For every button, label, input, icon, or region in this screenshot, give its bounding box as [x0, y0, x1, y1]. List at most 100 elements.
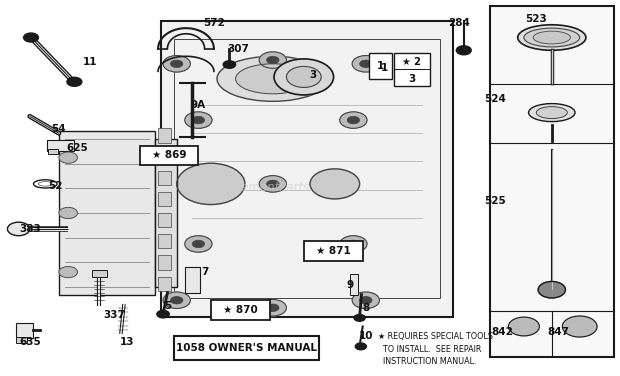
Bar: [211, 300, 270, 320]
Bar: [16, 337, 27, 343]
Bar: [158, 128, 170, 143]
Bar: [59, 131, 155, 295]
Circle shape: [170, 297, 183, 304]
Bar: [304, 241, 363, 261]
Circle shape: [347, 116, 360, 124]
Circle shape: [185, 236, 212, 252]
Circle shape: [456, 46, 471, 55]
Circle shape: [177, 163, 245, 205]
Bar: [158, 277, 170, 291]
Bar: [161, 21, 453, 317]
Text: 842: 842: [491, 327, 513, 337]
Text: 284: 284: [448, 18, 470, 27]
Circle shape: [267, 180, 279, 188]
Circle shape: [360, 60, 372, 68]
Text: eReplacementParts.com: eReplacementParts.com: [195, 181, 339, 194]
Text: 1: 1: [377, 61, 384, 71]
Text: 54: 54: [51, 124, 66, 135]
Ellipse shape: [528, 103, 575, 121]
Circle shape: [7, 222, 30, 236]
Bar: [158, 255, 170, 270]
Circle shape: [352, 292, 379, 308]
Text: 1058 OWNER'S MANUAL: 1058 OWNER'S MANUAL: [176, 343, 317, 353]
Circle shape: [157, 310, 169, 318]
Circle shape: [59, 267, 78, 278]
Ellipse shape: [236, 64, 310, 94]
Bar: [350, 274, 358, 295]
Bar: [16, 323, 33, 338]
Circle shape: [163, 292, 190, 308]
Text: 525: 525: [484, 196, 506, 206]
Circle shape: [354, 314, 365, 321]
Circle shape: [340, 236, 367, 252]
Circle shape: [352, 56, 379, 72]
Text: ★ 869: ★ 869: [152, 150, 186, 161]
Bar: [174, 39, 440, 299]
Text: 7: 7: [201, 267, 208, 277]
Bar: [155, 139, 177, 287]
Circle shape: [259, 176, 286, 192]
Circle shape: [192, 240, 205, 248]
Text: ★ REQUIRES SPECIAL TOOLS
  TO INSTALL.  SEE REPAIR
  INSTRUCTION MANUAL.: ★ REQUIRES SPECIAL TOOLS TO INSTALL. SEE…: [378, 332, 493, 366]
Ellipse shape: [524, 28, 580, 47]
Bar: [158, 192, 170, 206]
Circle shape: [562, 316, 597, 337]
Text: 11: 11: [82, 57, 97, 67]
Circle shape: [67, 77, 82, 86]
Circle shape: [259, 300, 286, 316]
Bar: [158, 150, 170, 164]
Ellipse shape: [518, 25, 586, 50]
Text: 13: 13: [120, 337, 135, 347]
Circle shape: [163, 56, 190, 72]
Bar: [185, 267, 200, 293]
Text: ★ 2: ★ 2: [402, 57, 421, 67]
Circle shape: [286, 67, 321, 88]
Ellipse shape: [217, 56, 329, 101]
Text: 10: 10: [358, 331, 373, 341]
Circle shape: [267, 304, 279, 311]
Text: 847: 847: [547, 327, 569, 337]
Text: 52: 52: [48, 181, 63, 191]
Bar: [158, 234, 170, 249]
Text: 9A: 9A: [191, 100, 206, 110]
Text: 9: 9: [347, 280, 354, 290]
Text: 3: 3: [408, 74, 415, 84]
Ellipse shape: [536, 106, 567, 118]
Text: 523: 523: [525, 14, 547, 24]
Circle shape: [170, 60, 183, 68]
Circle shape: [259, 52, 286, 68]
Text: ★ 871: ★ 871: [316, 246, 351, 256]
Text: 307: 307: [228, 44, 250, 54]
Text: 524: 524: [484, 94, 506, 105]
Circle shape: [508, 317, 539, 336]
Bar: [394, 53, 430, 86]
Bar: [92, 270, 107, 277]
Bar: [140, 146, 198, 165]
Circle shape: [538, 282, 565, 298]
Circle shape: [340, 112, 367, 128]
Circle shape: [223, 61, 236, 68]
Bar: [48, 149, 58, 154]
Circle shape: [267, 56, 279, 64]
Bar: [490, 6, 614, 356]
Text: 383: 383: [19, 224, 41, 234]
Circle shape: [347, 240, 360, 248]
Circle shape: [360, 297, 372, 304]
Circle shape: [59, 152, 78, 163]
Text: 625: 625: [66, 143, 89, 153]
Bar: [46, 140, 74, 151]
Text: ★ 870: ★ 870: [223, 305, 258, 315]
Bar: [369, 53, 392, 79]
Bar: [158, 171, 170, 185]
Circle shape: [24, 33, 38, 42]
Text: 5: 5: [164, 301, 171, 311]
Circle shape: [59, 207, 78, 218]
Text: 635: 635: [19, 337, 41, 347]
Circle shape: [185, 112, 212, 128]
Text: 337: 337: [104, 310, 126, 320]
Ellipse shape: [533, 31, 570, 44]
Text: 8: 8: [362, 303, 370, 313]
Text: 3: 3: [309, 70, 317, 80]
Circle shape: [310, 169, 360, 199]
Text: 1: 1: [381, 62, 388, 73]
